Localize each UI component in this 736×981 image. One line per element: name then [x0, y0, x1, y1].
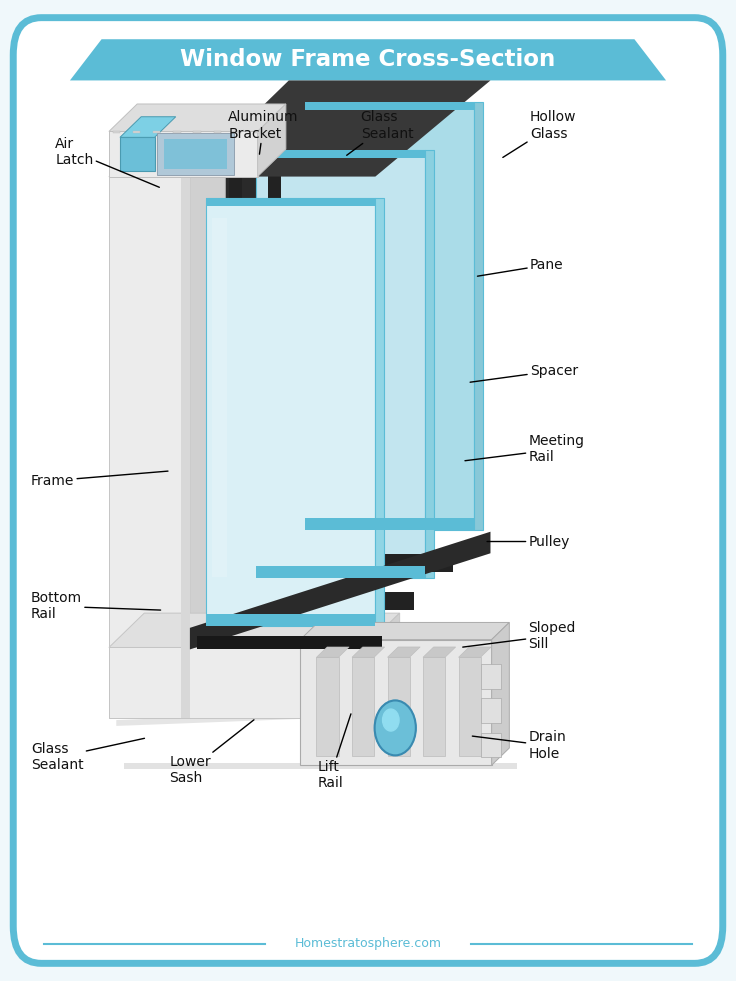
Polygon shape	[109, 177, 190, 718]
Text: Lift
Rail: Lift Rail	[318, 714, 351, 790]
Polygon shape	[481, 698, 501, 723]
Polygon shape	[316, 657, 339, 756]
Polygon shape	[481, 733, 501, 757]
Polygon shape	[109, 613, 400, 647]
Polygon shape	[229, 138, 242, 609]
Polygon shape	[132, 131, 140, 133]
Polygon shape	[425, 150, 434, 578]
Polygon shape	[197, 636, 383, 649]
Text: Pulley: Pulley	[487, 535, 570, 548]
Polygon shape	[305, 102, 474, 530]
Polygon shape	[305, 102, 474, 110]
Polygon shape	[173, 131, 180, 133]
Polygon shape	[190, 177, 375, 647]
Polygon shape	[157, 133, 234, 175]
Polygon shape	[300, 622, 509, 640]
Polygon shape	[109, 142, 225, 177]
Polygon shape	[254, 131, 261, 133]
Text: Sloped
Sill: Sloped Sill	[463, 621, 576, 650]
Polygon shape	[481, 664, 501, 689]
Polygon shape	[120, 117, 176, 137]
Text: Lower
Sash: Lower Sash	[169, 720, 254, 785]
Polygon shape	[305, 518, 474, 530]
Polygon shape	[190, 142, 225, 718]
Polygon shape	[352, 657, 374, 756]
Text: Pane: Pane	[478, 258, 564, 277]
Polygon shape	[474, 102, 483, 530]
Polygon shape	[375, 198, 384, 626]
Polygon shape	[190, 630, 375, 647]
Text: Glass
Sealant: Glass Sealant	[31, 739, 144, 772]
Polygon shape	[206, 198, 375, 206]
Polygon shape	[255, 150, 425, 578]
Polygon shape	[190, 80, 490, 177]
Text: Bottom
Rail: Bottom Rail	[31, 592, 160, 621]
Polygon shape	[352, 647, 385, 657]
Circle shape	[375, 700, 416, 755]
Polygon shape	[268, 554, 453, 572]
Polygon shape	[181, 177, 190, 718]
FancyBboxPatch shape	[13, 18, 723, 963]
Circle shape	[383, 709, 399, 731]
Polygon shape	[164, 139, 227, 169]
Text: Hollow
Glass: Hollow Glass	[503, 111, 576, 157]
Text: Glass
Sealant: Glass Sealant	[347, 111, 414, 155]
Polygon shape	[206, 198, 375, 626]
Polygon shape	[124, 763, 517, 769]
Polygon shape	[109, 104, 286, 131]
Text: Homestratosphere.com: Homestratosphere.com	[294, 937, 442, 951]
Polygon shape	[120, 137, 155, 171]
Text: Drain
Hole: Drain Hole	[473, 731, 566, 760]
Polygon shape	[113, 131, 120, 133]
Polygon shape	[109, 131, 258, 177]
Polygon shape	[423, 647, 456, 657]
Text: Air
Latch: Air Latch	[55, 137, 160, 187]
Polygon shape	[229, 592, 414, 609]
Text: Frame: Frame	[31, 471, 168, 488]
Polygon shape	[212, 218, 227, 577]
Polygon shape	[459, 657, 481, 756]
Text: Aluminum
Bracket: Aluminum Bracket	[228, 111, 299, 154]
Polygon shape	[258, 104, 286, 177]
Polygon shape	[387, 647, 420, 657]
Polygon shape	[316, 647, 349, 657]
Polygon shape	[190, 532, 490, 649]
Polygon shape	[153, 131, 160, 133]
Text: Spacer: Spacer	[470, 364, 578, 383]
Polygon shape	[459, 647, 491, 657]
Polygon shape	[300, 640, 492, 765]
Polygon shape	[423, 657, 445, 756]
Polygon shape	[70, 39, 666, 80]
Polygon shape	[364, 613, 400, 718]
Polygon shape	[492, 622, 509, 765]
Polygon shape	[206, 614, 375, 626]
Text: Meeting
Rail: Meeting Rail	[465, 435, 584, 464]
Polygon shape	[213, 131, 221, 133]
Polygon shape	[109, 647, 364, 718]
Polygon shape	[116, 710, 386, 726]
Polygon shape	[190, 177, 203, 647]
Text: Window Frame Cross-Section: Window Frame Cross-Section	[180, 48, 556, 72]
Polygon shape	[194, 131, 201, 133]
Polygon shape	[255, 150, 425, 158]
Polygon shape	[255, 566, 425, 578]
Polygon shape	[268, 101, 281, 572]
Polygon shape	[234, 131, 241, 133]
Polygon shape	[387, 657, 409, 756]
